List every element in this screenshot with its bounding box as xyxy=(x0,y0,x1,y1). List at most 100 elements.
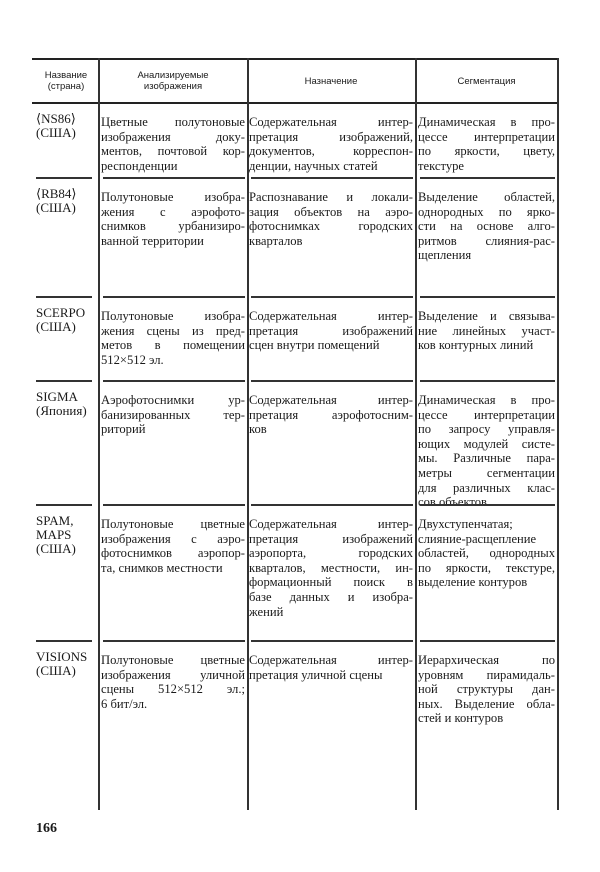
table-cell-images: Аэрофотоснимки ур-банизированных тер-рит… xyxy=(101,393,245,437)
row-separator xyxy=(420,296,555,298)
cell-line: ных. Выделение обла- xyxy=(418,696,555,711)
column-header: Сегментация xyxy=(418,60,555,102)
row-separator xyxy=(251,296,413,298)
row-separator xyxy=(103,296,245,298)
cell-line: уровням пирамидаль- xyxy=(418,667,555,682)
cell-line: Содержательная интер- xyxy=(249,309,413,323)
table-cell-name: SIGMA (Япония) xyxy=(36,390,96,418)
row-separator xyxy=(251,380,413,382)
table-cell-images: Полутоновые цветные изображения с аэро-фо… xyxy=(101,517,245,575)
cell-line: ⟨RB84⟩ xyxy=(36,186,77,201)
table-cell-name: ⟨RB84⟩ (США) xyxy=(36,187,96,215)
cell-line: Выделение и связыва- xyxy=(418,309,555,323)
cell-line: кварталов, местности, ин- xyxy=(249,560,413,575)
table-cell-images: Полутоновые цветные изображения уличной сц… xyxy=(101,653,245,711)
cell-line: жения с аэрофото- xyxy=(101,204,245,219)
cell-line: аэропорта, городских xyxy=(249,546,413,561)
cell-line: снимков урбанизиро- xyxy=(101,219,245,234)
cell-line: выделение контуров xyxy=(418,575,528,590)
header-bottom-rule xyxy=(32,102,559,104)
cell-line: претация изображений xyxy=(249,323,413,338)
table-cell-images: Полутоновые изобра-жения с аэрофото-сним… xyxy=(101,190,245,248)
cell-line: Динамическая в про- xyxy=(418,393,555,407)
cell-line: документов, корреспон- xyxy=(249,144,413,159)
row-separator xyxy=(36,504,92,506)
cell-line: зация объектов на аэро- xyxy=(249,204,413,219)
cell-line: Цветные полутоновые xyxy=(101,115,245,129)
cell-line: ⟨NS86⟩ xyxy=(36,111,76,126)
table-top-rule xyxy=(32,58,559,60)
row-separator xyxy=(36,640,92,642)
column-divider xyxy=(415,58,417,810)
cell-line: 512×512 эл. xyxy=(101,352,164,367)
cell-line: Двухступенчатая; xyxy=(418,517,513,531)
header-text: (страна) xyxy=(47,81,85,92)
cell-line: SPAM, xyxy=(36,513,74,528)
row-separator xyxy=(103,177,245,179)
cell-line: ков xyxy=(249,422,267,437)
cell-line: ментов, почтовой кор- xyxy=(101,144,245,159)
cell-line: фотоснимков аэропор- xyxy=(101,546,245,561)
cell-line: Содержательная интер- xyxy=(249,653,413,667)
cell-line: VISIONS xyxy=(36,649,88,664)
cell-line: метов в помещении xyxy=(101,338,245,353)
row-separator xyxy=(420,177,555,179)
column-divider xyxy=(247,58,249,810)
column-header: Назначение xyxy=(249,60,413,102)
cell-line: Содержательная интер- xyxy=(249,517,413,531)
cell-line: (США) xyxy=(36,541,76,556)
cell-line: ритмов слияния-рас- xyxy=(418,233,555,248)
table-cell-purpose: Содержательная интер-претация уличной сц… xyxy=(249,653,413,682)
table-cell-name: SPAM, MAPS (США) xyxy=(36,514,96,556)
cell-line: (США) xyxy=(36,125,76,140)
cell-line: сцен внутри помещений xyxy=(249,338,380,353)
table-cell-segmentation: Иерархическая по уровням пирамидаль-ной с… xyxy=(418,653,555,726)
cell-line: ющих модулей систе- xyxy=(418,436,555,451)
table-cell-purpose: Распознавание и локали-зация объектов на… xyxy=(249,190,413,248)
page-number: 166 xyxy=(36,821,57,836)
row-separator xyxy=(36,177,92,179)
cell-line: стей и контуров xyxy=(418,711,504,726)
row-separator xyxy=(36,380,92,382)
cell-line: по яркости, цвету, xyxy=(418,144,555,159)
cell-line: риторий xyxy=(101,422,146,437)
cell-line: Аэрофотоснимки ур- xyxy=(101,393,245,407)
cell-line: респонденции xyxy=(101,158,178,173)
cell-line: банизированных тер- xyxy=(101,407,245,422)
header-text: Название xyxy=(44,70,88,81)
cell-line: претация аэрофотосним- xyxy=(249,407,413,422)
table-cell-segmentation: Выделение и связыва-ние линейных участ-к… xyxy=(418,309,555,353)
cell-line: однородных по ярко- xyxy=(418,204,555,219)
cell-line: Содержательная интер- xyxy=(249,115,413,129)
header-text: Сегментация xyxy=(457,75,516,87)
cell-line: по запросу управля- xyxy=(418,422,555,437)
cell-line: ков контурных линий xyxy=(418,338,534,353)
cell-line: жения сцены из пред- xyxy=(101,323,245,338)
cell-line: базе данных и изобра- xyxy=(249,589,413,604)
row-separator xyxy=(420,640,555,642)
cell-line: метры сегментации xyxy=(418,465,555,480)
cell-line: формационный поиск в xyxy=(249,575,413,590)
cell-line: Содержательная интер- xyxy=(249,393,413,407)
row-separator xyxy=(103,380,245,382)
table-cell-purpose: Содержательная интер-претация аэрофотосн… xyxy=(249,393,413,437)
cell-line: претация уличной сцены xyxy=(249,667,383,682)
table-cell-segmentation: Двухступенчатая; слияние-расщепление облас… xyxy=(418,517,555,590)
table-cell-purpose: Содержательная интер-претация изображени… xyxy=(249,517,413,619)
row-separator xyxy=(420,380,555,382)
table-cell-segmentation: Динамическая в про-цессе интерпретации по… xyxy=(418,115,555,173)
cell-line: MAPS xyxy=(36,527,72,542)
row-separator xyxy=(103,640,245,642)
column-header: Название (страна) xyxy=(36,60,96,102)
cell-line: жений xyxy=(249,604,284,619)
cell-line: изображения доку- xyxy=(101,129,245,144)
row-separator xyxy=(103,504,245,506)
cell-line: ванной территории xyxy=(101,233,204,248)
cell-line: Полутоновые изобра- xyxy=(101,309,245,323)
table-cell-images: Цветные полутоновые изображения доку-мент… xyxy=(101,115,245,173)
cell-line: Полутоновые изобра- xyxy=(101,190,245,204)
cell-line: (Япония) xyxy=(36,403,87,418)
cell-line: 6 бит/эл. xyxy=(101,696,148,711)
header-text: изображения xyxy=(143,81,203,92)
cell-line: цессе интерпретации xyxy=(418,129,555,144)
